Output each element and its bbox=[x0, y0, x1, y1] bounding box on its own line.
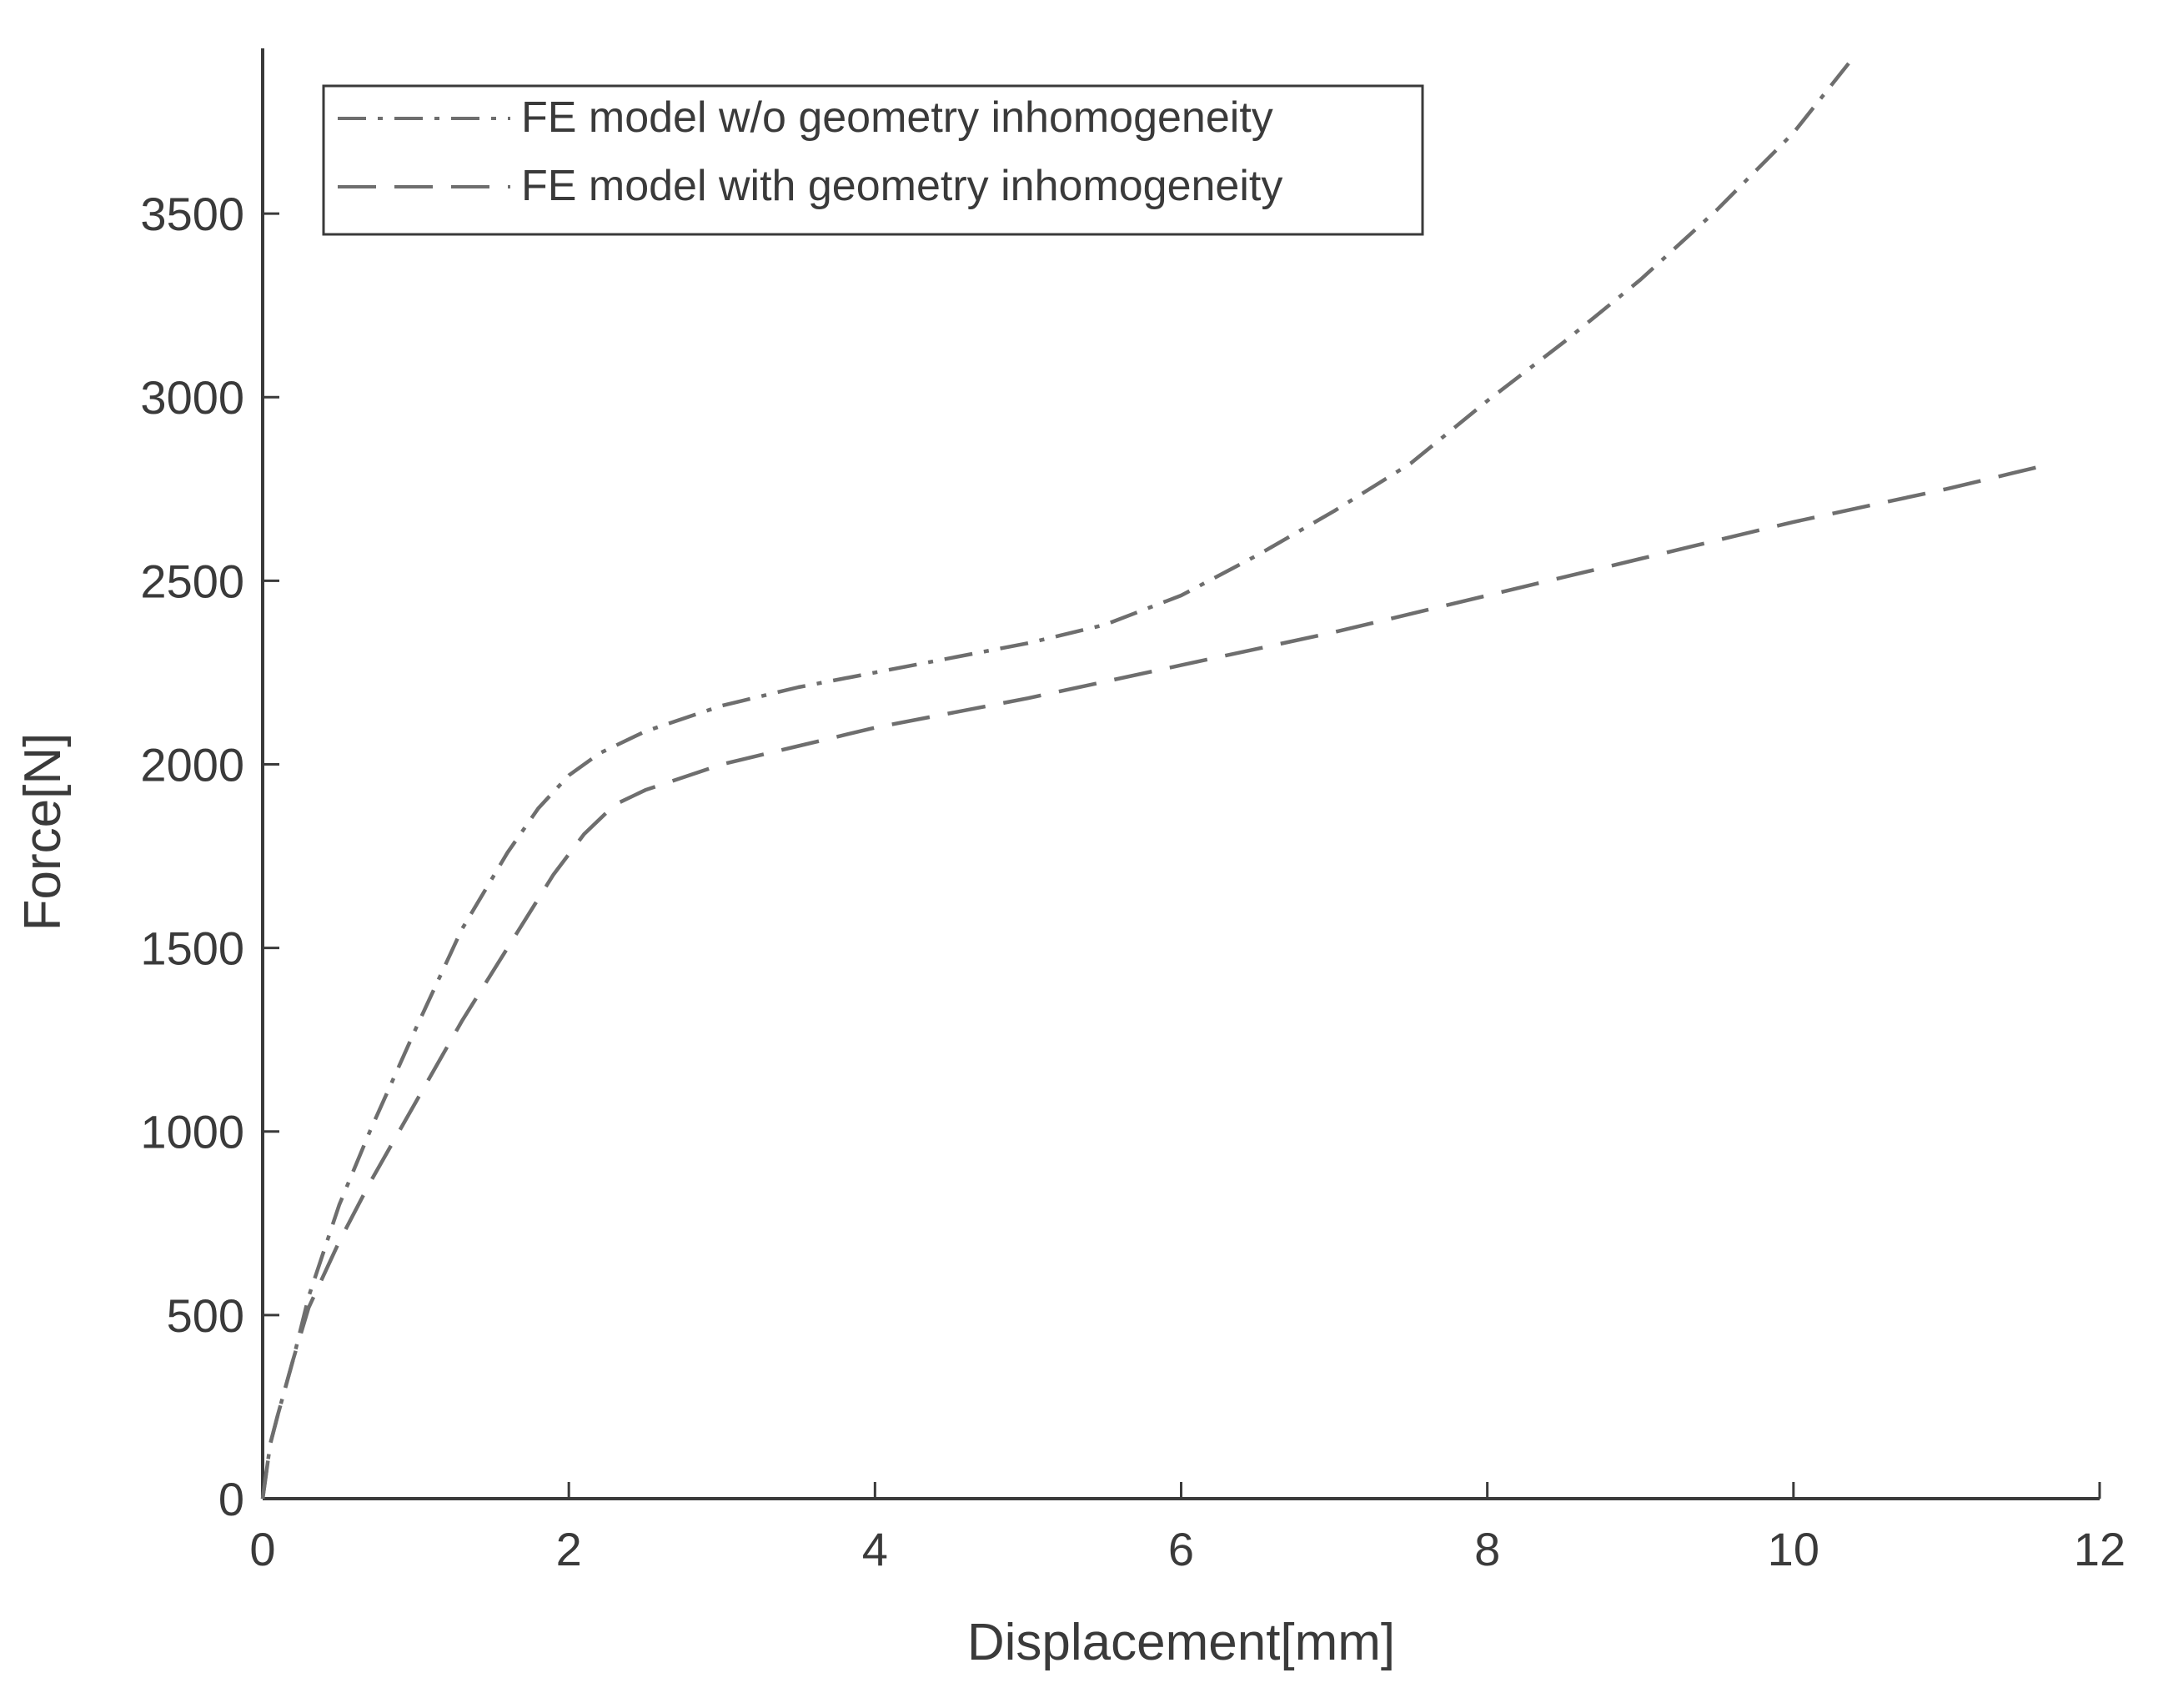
y-tick-label: 2500 bbox=[140, 555, 244, 607]
y-tick-label: 0 bbox=[218, 1473, 244, 1525]
x-tick-label: 8 bbox=[1474, 1523, 1500, 1575]
x-tick-label: 6 bbox=[1168, 1523, 1194, 1575]
legend: FE model w/o geometry inhomogeneity FE m… bbox=[322, 84, 1424, 236]
legend-label-with-inhomogeneity: FE model with geometry inhomogeneity bbox=[521, 162, 1282, 210]
series-line-without-inhomogeneity bbox=[260, 54, 1857, 1500]
series-layer bbox=[260, 54, 2040, 1500]
y-tick-label: 2000 bbox=[140, 738, 244, 791]
y-tick-label: 3500 bbox=[140, 188, 244, 240]
y-tick-label: 3000 bbox=[140, 371, 244, 424]
x-tick-label: 4 bbox=[862, 1523, 888, 1575]
y-tick-label: 500 bbox=[167, 1289, 244, 1342]
series-line-with-inhomogeneity bbox=[260, 465, 2040, 1500]
x-tick-label: 0 bbox=[249, 1523, 275, 1575]
y-ticks: 0 500 1000 1500 2000 2500 3000 3500 bbox=[140, 188, 279, 1525]
legend-label-without-inhomogeneity: FE model w/o geometry inhomogeneity bbox=[521, 93, 1273, 142]
x-tick-label: 12 bbox=[2074, 1523, 2125, 1575]
y-tick-label: 1000 bbox=[140, 1106, 244, 1158]
x-tick-label: 10 bbox=[1768, 1523, 1819, 1575]
y-axis-title: Force[N] bbox=[14, 733, 72, 932]
x-ticks: 0 2 4 6 8 10 12 bbox=[249, 1482, 2125, 1575]
legend-box bbox=[322, 84, 1424, 236]
x-axis-title: Displacement[mm] bbox=[967, 1614, 1395, 1671]
x-tick-label: 2 bbox=[556, 1523, 582, 1575]
y-tick-label: 1500 bbox=[140, 922, 244, 975]
